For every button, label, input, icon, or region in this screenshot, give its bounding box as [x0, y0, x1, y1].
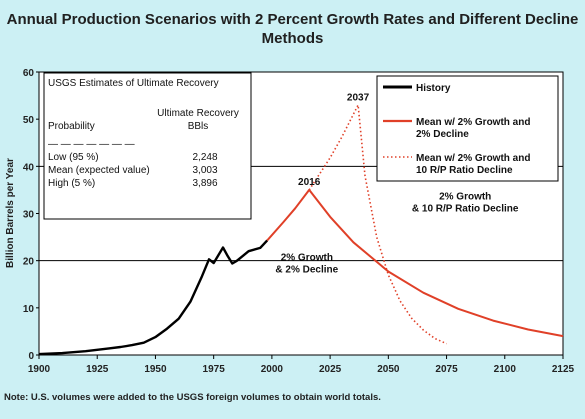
y-tick-label: 10 — [23, 304, 35, 315]
series-line-0 — [38, 239, 269, 356]
y-axis-label: Billion Barrels per Year — [5, 158, 16, 268]
y-axis: 0 10 20 30 40 50 60 — [23, 68, 39, 362]
x-tick-label: 2050 — [377, 364, 400, 375]
legend-label-0: History — [416, 83, 451, 94]
legend-label-1: Mean w/ 2% Growth and 2% Decline — [416, 117, 530, 140]
y-tick-label: 20 — [23, 257, 35, 268]
annotation-1: 2016 — [298, 177, 321, 188]
ultimate-recovery-table: USGS Estimates of Ultimate Recovery Ulti… — [43, 72, 252, 220]
legend: History Mean w/ 2% Growth and 2% Decline Me… — [376, 75, 559, 182]
legend-box — [376, 75, 559, 182]
x-tick-label: 2100 — [494, 364, 517, 375]
table-row-low-label: Low (95 %) — [48, 152, 99, 163]
x-tick-label: 2025 — [319, 364, 342, 375]
y-tick-label: 0 — [28, 351, 34, 362]
table-row-mean-label: Mean (expected value) — [48, 165, 150, 176]
series-line-1 — [266, 188, 564, 338]
x-tick-label: 1950 — [144, 364, 167, 375]
table-col2-header-line2: BBls — [188, 121, 209, 132]
y-tick-label: 30 — [23, 210, 35, 221]
x-tick-label: 2125 — [552, 364, 575, 375]
table-title: USGS Estimates of Ultimate Recovery — [48, 78, 219, 89]
table-row-high-value: 3,896 — [192, 178, 217, 189]
x-tick-label: 1975 — [203, 364, 226, 375]
series-lines — [38, 104, 564, 356]
table-row-low-value: 2,248 — [192, 152, 217, 163]
table-box — [43, 72, 252, 220]
y-tick-label: 40 — [23, 162, 35, 173]
x-tick-label: 2075 — [435, 364, 458, 375]
annotations: 2037 2016 2% Growth & 2% Decline 2% Growth & … — [275, 92, 518, 275]
y-tick-label: 50 — [23, 115, 35, 126]
footnote: Note: U.S. volumes were added to the USG… — [4, 392, 381, 403]
table-col2-header-line1: Ultimate Recovery — [157, 108, 239, 119]
table-row-high-label: High (5 %) — [48, 178, 95, 189]
chart-title: Annual Production Scenarios with 2 Perce… — [6, 11, 579, 47]
annotation-2: 2% Growth & 2% Decline — [275, 253, 338, 276]
x-axis: 1900 1925 1950 1975 2000 2025 2050 2075 2100 2125 — [28, 355, 575, 375]
x-tick-label: 1900 — [28, 364, 51, 375]
annotation-0: 2037 — [347, 92, 370, 103]
x-tick-label: 1925 — [86, 364, 109, 375]
table-col1-header: Probability — [48, 121, 95, 132]
annotation-3: 2% Growth & 10 R/P Ratio Decline — [412, 191, 519, 214]
table-separator: — — — — — — — — [48, 139, 135, 150]
table-row-mean-value: 3,003 — [192, 165, 217, 176]
x-tick-label: 2000 — [261, 364, 284, 375]
legend-label-2: Mean w/ 2% Growth and 10 R/P Ratio Declin… — [416, 153, 530, 176]
y-tick-label: 60 — [23, 68, 35, 79]
